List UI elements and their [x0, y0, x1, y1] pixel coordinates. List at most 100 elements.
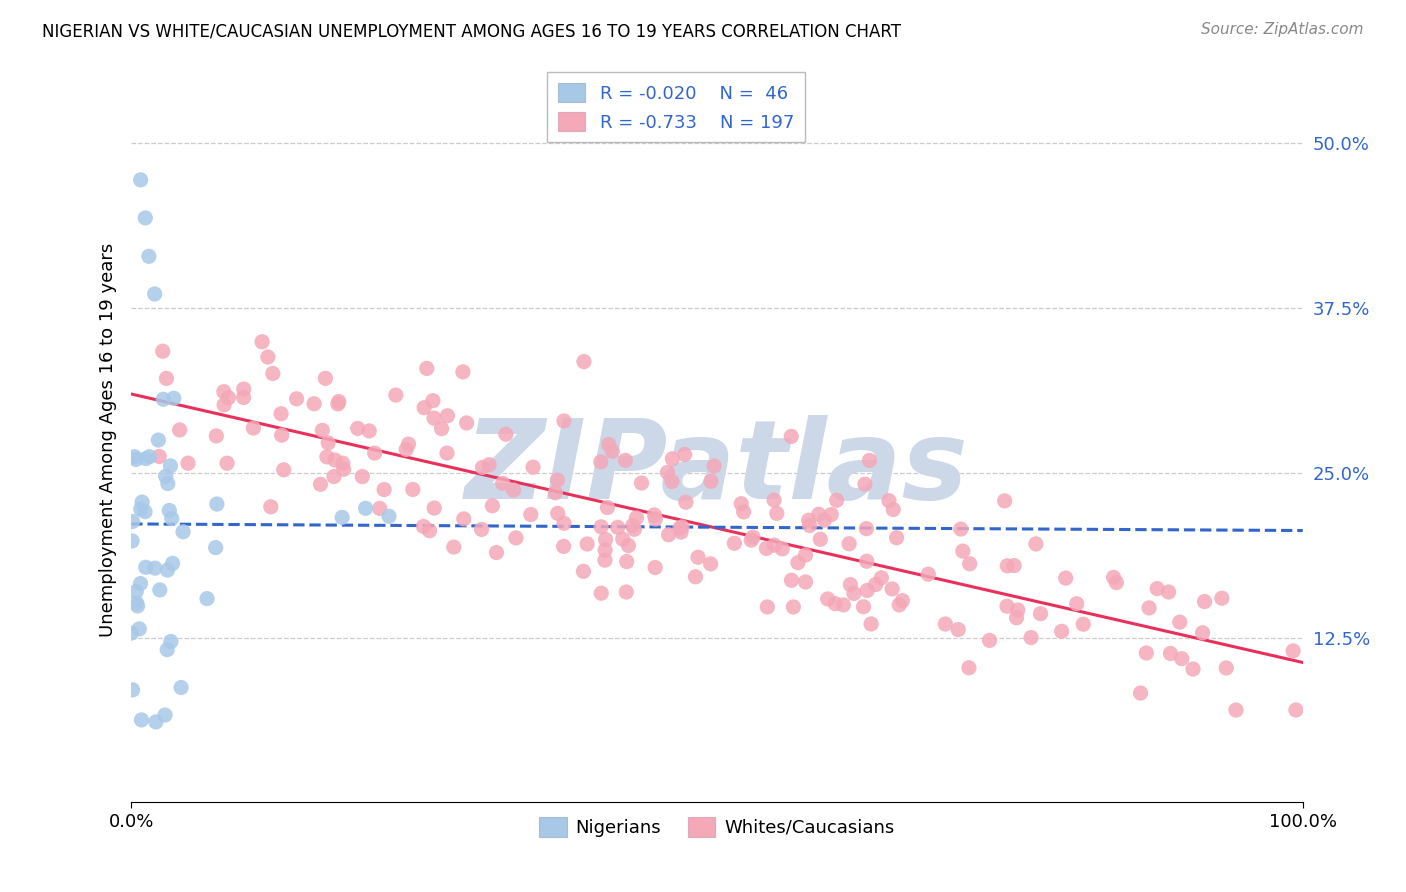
- Point: [669, 521, 692, 535]
- Point: [855, 554, 877, 568]
- Point: [699, 557, 721, 571]
- Point: [204, 541, 226, 555]
- Point: [572, 564, 595, 578]
- Point: [127, 599, 149, 613]
- Point: [120, 626, 142, 640]
- Point: [138, 450, 160, 464]
- Point: [323, 469, 346, 483]
- Point: [763, 493, 786, 508]
- Point: [1157, 585, 1180, 599]
- Point: [952, 544, 974, 558]
- Point: [413, 401, 436, 415]
- Point: [430, 422, 453, 436]
- Point: [917, 567, 939, 582]
- Point: [780, 429, 803, 443]
- Point: [395, 442, 418, 457]
- Point: [135, 451, 157, 466]
- Point: [451, 365, 474, 379]
- Point: [1066, 597, 1088, 611]
- Point: [323, 453, 346, 467]
- Point: [614, 453, 637, 467]
- Point: [121, 533, 143, 548]
- Point: [162, 557, 184, 571]
- Point: [1005, 611, 1028, 625]
- Point: [547, 507, 569, 521]
- Point: [135, 560, 157, 574]
- Point: [860, 616, 883, 631]
- Point: [160, 511, 183, 525]
- Point: [205, 429, 228, 443]
- Point: [172, 524, 194, 539]
- Point: [354, 501, 377, 516]
- Point: [643, 508, 665, 522]
- Point: [661, 475, 683, 489]
- Point: [686, 550, 709, 565]
- Point: [1211, 591, 1233, 606]
- Point: [121, 682, 143, 697]
- Point: [285, 392, 308, 406]
- Point: [995, 558, 1018, 573]
- Point: [1050, 624, 1073, 639]
- Point: [703, 458, 725, 473]
- Point: [195, 591, 218, 606]
- Point: [661, 451, 683, 466]
- Point: [125, 584, 148, 599]
- Point: [242, 421, 264, 435]
- Point: [491, 476, 513, 491]
- Point: [232, 391, 254, 405]
- Point: [124, 450, 146, 464]
- Point: [824, 597, 846, 611]
- Point: [359, 424, 381, 438]
- Point: [770, 541, 793, 556]
- Point: [606, 520, 628, 534]
- Point: [1146, 582, 1168, 596]
- Point: [1129, 686, 1152, 700]
- Point: [1029, 607, 1052, 621]
- Point: [740, 533, 762, 548]
- Point: [520, 508, 543, 522]
- Point: [170, 681, 193, 695]
- Point: [131, 713, 153, 727]
- Point: [143, 561, 166, 575]
- Point: [596, 500, 619, 515]
- Point: [163, 391, 186, 405]
- Point: [1170, 651, 1192, 665]
- Point: [478, 458, 501, 472]
- Point: [858, 453, 880, 467]
- Point: [1137, 600, 1160, 615]
- Point: [436, 446, 458, 460]
- Point: [177, 456, 200, 470]
- Point: [1225, 703, 1247, 717]
- Point: [326, 397, 349, 411]
- Point: [148, 433, 170, 447]
- Point: [838, 537, 860, 551]
- Point: [328, 394, 350, 409]
- Text: NIGERIAN VS WHITE/CAUCASIAN UNEMPLOYMENT AMONG AGES 16 TO 19 YEARS CORRELATION C: NIGERIAN VS WHITE/CAUCASIAN UNEMPLOYMENT…: [42, 22, 901, 40]
- Point: [128, 622, 150, 636]
- Point: [522, 460, 544, 475]
- Point: [148, 450, 170, 464]
- Point: [621, 518, 644, 533]
- Point: [332, 456, 354, 470]
- Point: [755, 541, 778, 556]
- Point: [685, 570, 707, 584]
- Point: [270, 428, 292, 442]
- Point: [346, 421, 368, 435]
- Point: [742, 530, 765, 544]
- Point: [882, 502, 904, 516]
- Point: [1135, 646, 1157, 660]
- Point: [756, 599, 779, 614]
- Point: [589, 455, 612, 469]
- Point: [1071, 617, 1094, 632]
- Point: [155, 469, 177, 483]
- Point: [839, 577, 862, 591]
- Point: [948, 623, 970, 637]
- Point: [870, 571, 893, 585]
- Point: [644, 560, 666, 574]
- Point: [505, 531, 527, 545]
- Point: [979, 633, 1001, 648]
- Point: [820, 508, 842, 522]
- Point: [1191, 625, 1213, 640]
- Point: [1215, 661, 1237, 675]
- Point: [217, 456, 239, 470]
